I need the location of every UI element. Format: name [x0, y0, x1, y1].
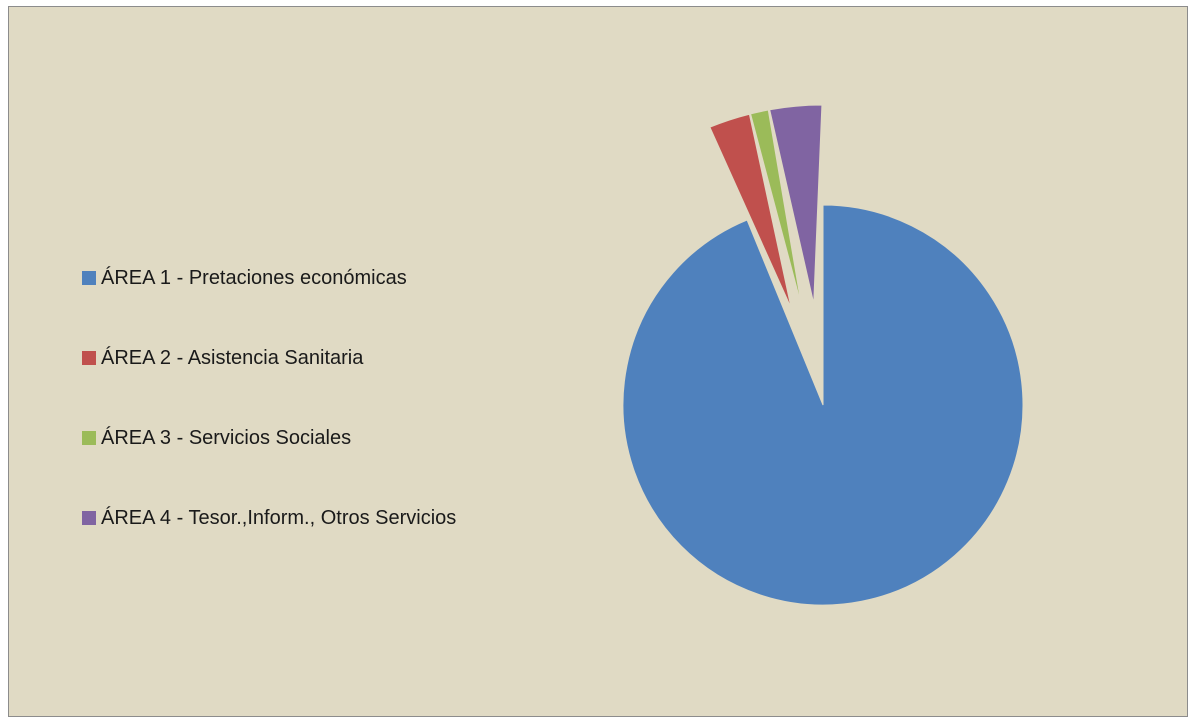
legend-swatch-area-3 — [82, 431, 96, 445]
legend-swatch-area-1 — [82, 271, 96, 285]
legend-item-area-4: ÁREA 4 - Tesor.,Inform., Otros Servicios — [82, 503, 456, 533]
legend-swatch-area-4 — [82, 511, 96, 525]
pie-slice-area-2 — [709, 113, 792, 309]
legend-item-area-1: ÁREA 1 - Pretaciones económicas — [82, 263, 407, 293]
legend-swatch-area-2 — [82, 351, 96, 365]
pie-slice-area-1 — [622, 204, 1024, 606]
pie-chart — [622, 104, 1024, 606]
legend-label-area-3: ÁREA 3 - Servicios Sociales — [101, 426, 352, 449]
pie-slice-area-3 — [749, 109, 802, 306]
legend-item-area-2: ÁREA 2 - Asistencia Sanitaria — [82, 343, 363, 373]
legend-label-area-1: ÁREA 1 - Pretaciones económicas — [101, 266, 407, 289]
legend-label-area-2: ÁREA 2 - Asistencia Sanitaria — [101, 346, 364, 369]
legend-label-area-4: ÁREA 4 - Tesor.,Inform., Otros Servicios — [101, 506, 457, 529]
pie-slice-area-4 — [769, 104, 823, 304]
legend-item-area-3: ÁREA 3 - Servicios Sociales — [82, 423, 351, 453]
chart-area: ÁREA 1 - Pretaciones económicas ÁREA 2 -… — [8, 6, 1188, 717]
